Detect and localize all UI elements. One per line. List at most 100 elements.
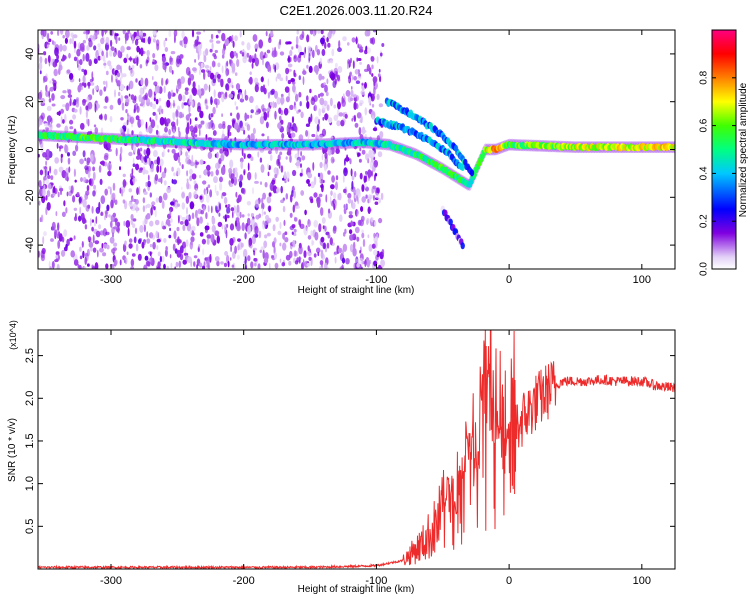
colorbar: 0.0 0.2 0.4 0.6 0.8 Normalized spectral ampl… <box>699 29 749 276</box>
noise-speck <box>92 190 96 197</box>
noise-speck <box>51 93 55 101</box>
noise-speck <box>308 219 310 225</box>
noise-speck <box>146 147 151 157</box>
noise-speck <box>109 30 114 37</box>
noise-speck <box>250 218 255 226</box>
noise-speck <box>335 181 338 191</box>
colorbar-gradient <box>711 29 737 270</box>
noise-speck <box>356 262 360 268</box>
noise-speck <box>198 123 203 128</box>
noise-speck <box>325 91 329 97</box>
noise-speck <box>198 48 202 56</box>
noise-speck <box>83 69 88 76</box>
noise-speck <box>368 244 373 252</box>
noise-speck <box>371 64 374 70</box>
noise-speck <box>128 238 133 243</box>
noise-speck <box>99 247 104 253</box>
noise-speck <box>188 113 192 117</box>
noise-speck <box>305 123 310 127</box>
noise-speck <box>347 42 350 46</box>
noise-speck <box>366 259 371 268</box>
noise-speck <box>324 41 327 50</box>
noise-speck <box>215 169 219 176</box>
noise-speck <box>220 261 224 265</box>
noise-speck <box>320 30 324 35</box>
noise-speck <box>285 193 288 200</box>
noise-speck <box>189 241 193 250</box>
noise-speck <box>187 159 192 165</box>
noise-speck <box>265 53 268 59</box>
noise-speck <box>135 243 139 252</box>
noise-speck <box>126 46 131 51</box>
noise-speck <box>327 170 331 175</box>
noise-speck <box>146 231 149 238</box>
noise-speck <box>153 30 156 37</box>
noise-speck <box>239 157 244 163</box>
noise-speck <box>139 147 143 152</box>
noise-speck <box>135 115 140 121</box>
noise-speck <box>221 65 224 74</box>
noise-speck <box>236 198 240 204</box>
noise-speck <box>126 119 129 126</box>
noise-speck <box>372 185 377 190</box>
noise-speck <box>371 73 374 77</box>
noise-speck <box>343 188 347 194</box>
noise-speck <box>204 64 210 69</box>
noise-speck <box>110 199 114 209</box>
noise-speck <box>334 78 337 85</box>
x-tick-label: 100 <box>633 575 651 587</box>
noise-speck <box>131 197 134 202</box>
noise-speck <box>225 91 228 98</box>
noise-speck <box>61 249 66 257</box>
noise-speck <box>251 62 254 69</box>
noise-speck <box>144 169 149 175</box>
y-tick-label: 1.0 <box>24 476 36 491</box>
noise-speck <box>152 241 156 250</box>
noise-speck <box>267 171 270 177</box>
noise-speck <box>350 89 354 97</box>
noise-speck <box>280 199 285 204</box>
noise-speck <box>88 178 92 186</box>
noise-speck <box>293 54 298 63</box>
noise-speck <box>93 45 97 51</box>
noise-speck <box>99 178 103 185</box>
noise-speck <box>203 169 208 176</box>
noise-speck <box>299 223 305 229</box>
noise-speck <box>54 229 58 236</box>
noise-speck <box>128 65 131 71</box>
noise-speck <box>177 105 180 111</box>
noise-speck <box>185 151 188 157</box>
noise-speck <box>170 51 176 55</box>
noise-speck <box>178 214 180 224</box>
noise-speck <box>376 56 379 64</box>
noise-speck <box>128 201 133 208</box>
noise-speck <box>266 232 271 237</box>
noise-speck <box>351 86 353 90</box>
noise-speck <box>231 85 234 89</box>
noise-speck <box>206 170 211 175</box>
noise-speck <box>189 73 195 81</box>
noise-speck <box>152 53 156 59</box>
noise-speck <box>352 247 357 257</box>
noise-speck <box>50 175 54 181</box>
noise-speck <box>85 30 88 35</box>
noise-speck <box>214 184 217 194</box>
noise-speck <box>313 220 319 228</box>
noise-speck <box>342 250 345 254</box>
noise-speck <box>116 64 121 71</box>
noise-speck <box>264 234 268 239</box>
noise-speck <box>263 211 266 215</box>
noise-speck <box>350 220 353 226</box>
noise-speck <box>43 51 47 56</box>
noise-speck <box>260 181 262 186</box>
noise-speck <box>135 163 140 171</box>
noise-speck <box>78 264 82 269</box>
noise-speck <box>216 235 220 244</box>
noise-speck <box>89 78 93 83</box>
noise-speck <box>280 185 284 194</box>
noise-speck <box>67 94 73 98</box>
noise-speck <box>154 219 160 226</box>
noise-speck <box>357 152 361 157</box>
noise-speck <box>87 263 90 267</box>
noise-speck <box>230 112 233 117</box>
